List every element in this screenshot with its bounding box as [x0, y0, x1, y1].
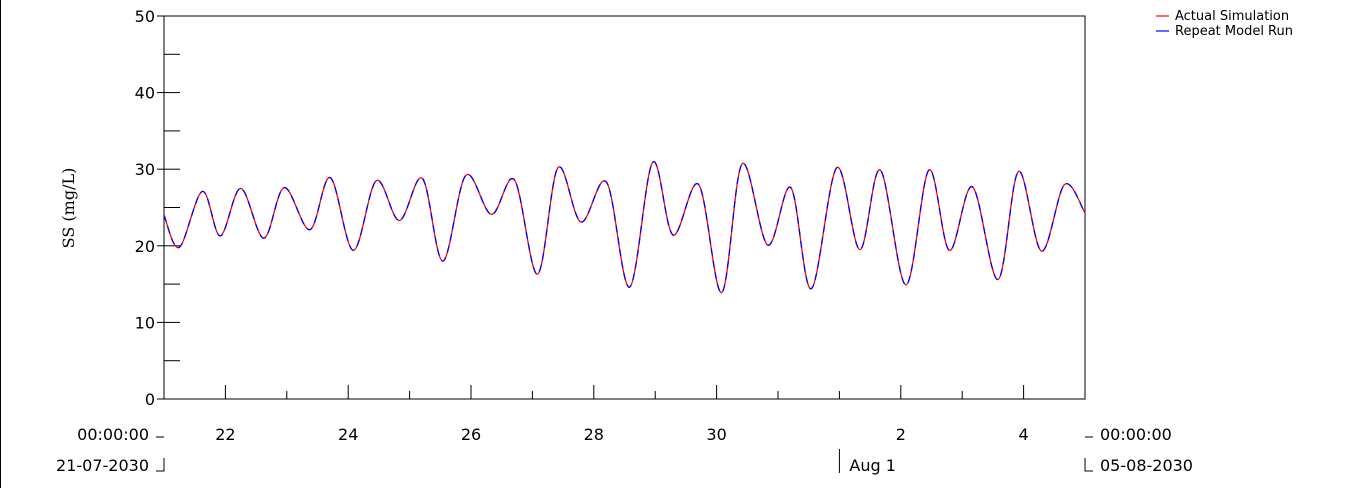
- x-start-date-label: 21-07-2030: [56, 456, 149, 475]
- series-layer: [163, 161, 1086, 294]
- y-axis-label: SS (mg/L): [59, 168, 78, 249]
- x-tick-label-26: 26: [461, 425, 481, 444]
- x-end-time-label: 00:00:00: [1100, 425, 1172, 444]
- x-start-bracket: [156, 436, 165, 472]
- y-tick-label-40: 40: [135, 84, 155, 103]
- series-line-repeat-model-run: [163, 161, 1086, 294]
- x-end-date-label: 05-08-2030: [1100, 456, 1193, 475]
- x-start-time-label: 00:00:00: [77, 425, 149, 444]
- y-tick-label-30: 30: [135, 160, 155, 179]
- legend-label-actual-simulation: Actual Simulation: [1175, 9, 1289, 24]
- x-tick-label-22: 22: [215, 425, 235, 444]
- y-tick-label-10: 10: [135, 313, 155, 332]
- y-axis: 0 10 20 30 40 50: [135, 7, 180, 409]
- month-label: Aug 1: [849, 456, 896, 475]
- series-line-actual-simulation: [163, 161, 1086, 294]
- legend: Actual Simulation Repeat Model Run: [1156, 9, 1293, 39]
- x-tick-label-4: 4: [1019, 425, 1029, 444]
- plot-area: [163, 15, 1086, 400]
- x-axis: 22 24 26 28 30 2 4: [215, 385, 1029, 444]
- y-tick-label-50: 50: [135, 7, 155, 26]
- y-tick-label-20: 20: [135, 237, 155, 256]
- x-tick-label-24: 24: [338, 425, 358, 444]
- legend-label-repeat-model-run: Repeat Model Run: [1175, 24, 1293, 39]
- x-tick-label-30: 30: [706, 425, 726, 444]
- x-tick-label-28: 28: [584, 425, 604, 444]
- y-tick-label-0: 0: [145, 390, 155, 409]
- x-tick-label-2: 2: [896, 425, 906, 444]
- x-end-bracket: [1084, 436, 1093, 472]
